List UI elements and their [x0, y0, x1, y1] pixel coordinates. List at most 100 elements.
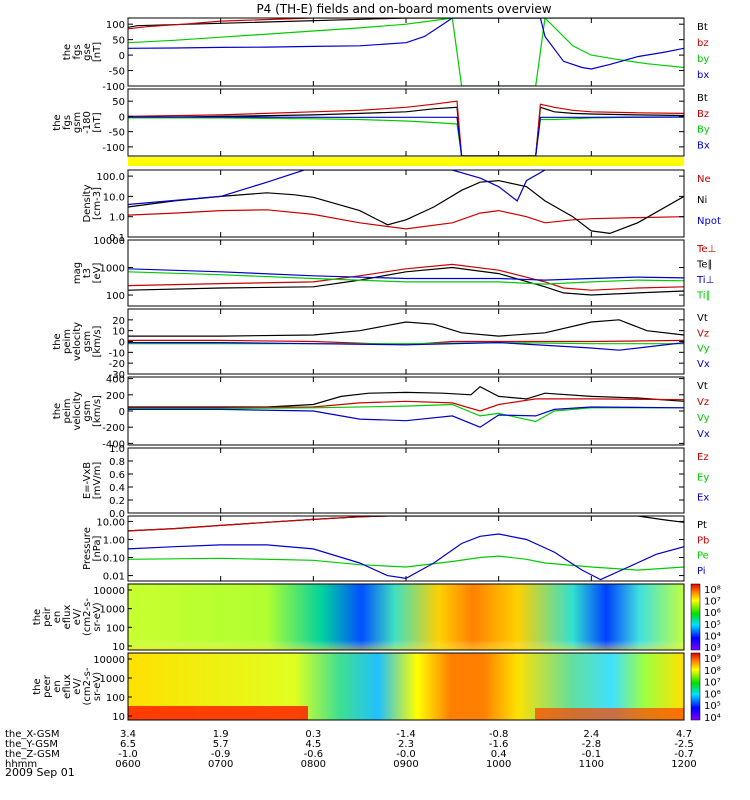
- ylabel-line: -180: [82, 111, 93, 134]
- ytick-label: 0: [119, 407, 125, 418]
- ylabel-line: gsm: [72, 112, 83, 133]
- series-Bz: [128, 100, 684, 156]
- series-Vy: [128, 403, 684, 423]
- ytick-label: -20: [109, 359, 125, 370]
- footer-value: -2.5: [674, 739, 694, 750]
- legend-Pe: Pe: [697, 551, 709, 562]
- spec-ylabel-line: en: [52, 611, 63, 624]
- ytick-label: 100.0: [96, 172, 125, 183]
- footer-value: -1.0: [118, 749, 138, 760]
- series-group: [128, 516, 684, 581]
- ylabel-line: fgs: [62, 115, 73, 130]
- ylabel-line: peim: [62, 398, 73, 423]
- legend-Ne: Ne: [697, 174, 711, 185]
- colorbar-label: 10⁸: [704, 666, 721, 677]
- ylabel-line: t3: [82, 268, 93, 278]
- spec-ylabel-line: peir: [42, 606, 53, 626]
- ytick-label: 0: [119, 338, 125, 349]
- series-bz: [128, 18, 434, 30]
- legend-Vz: Vz: [697, 397, 709, 408]
- ylabel-line: [km/s]: [92, 325, 103, 357]
- panel-frame: [127, 169, 685, 238]
- ylabel-line: the: [52, 114, 63, 130]
- ylabel-line: [cm-3]: [92, 187, 103, 220]
- series-Pe: [128, 555, 684, 571]
- colorbar-label: 10⁶: [704, 608, 721, 619]
- ylabel-line: the: [52, 333, 63, 349]
- ylabel-line: [nPa]: [92, 535, 103, 561]
- ytick-label: 0.0: [109, 509, 125, 520]
- ytick-label: 400: [106, 375, 125, 386]
- footer-value: 1000: [486, 759, 511, 770]
- panel-pressure: 10.00 1.00 0.10 0.01 Pressure [nPa] Pt Pb Pe Pi: [82, 515, 709, 583]
- legend-bz: bz: [697, 38, 709, 49]
- panel-temperature: 10000 1000 100 mag t3 [eV] Te⊥ Te∥ Ti⊥ Ti∥: [72, 236, 716, 307]
- legend-Bt: Bt: [697, 22, 708, 33]
- legend-Npot: Npot: [697, 216, 721, 227]
- series-by: [128, 18, 684, 86]
- footer-value: -0.0: [396, 749, 416, 760]
- ylabel-line: velocity: [72, 322, 83, 361]
- ylabel-line: the: [52, 403, 63, 419]
- ytick-label: 1.0: [109, 444, 125, 455]
- ylabel-line: [nT]: [92, 112, 103, 132]
- series-Vz: [128, 398, 684, 412]
- legend-Ey: Ey: [697, 472, 709, 483]
- spec-ylabel-line: (cm2-s-: [82, 667, 93, 705]
- series-group: [128, 385, 684, 428]
- ytick-label: 10: [112, 327, 125, 338]
- ylabel-line: mag: [72, 262, 83, 284]
- spec-ytick-label: 10: [112, 712, 125, 723]
- spec-ytick-label: 10000: [93, 655, 125, 666]
- panel-frame: [127, 17, 685, 87]
- panel-frame: [127, 88, 685, 157]
- colorbar-label: 10⁶: [704, 689, 721, 700]
- ytick-label: 1000: [100, 264, 125, 275]
- footer-row-name: the_Y-GSM: [5, 739, 58, 750]
- legend-Pb: Pb: [697, 535, 709, 546]
- footer-row-name: the_X-GSM: [5, 729, 59, 740]
- series-Bt: [128, 106, 684, 156]
- colorbar-label: 10⁴: [704, 713, 721, 724]
- ytick-label: -200: [102, 423, 125, 434]
- footer-value: 1200: [671, 759, 696, 770]
- series-Vt: [128, 385, 684, 408]
- series-Vx: [128, 341, 684, 351]
- footer-row-name: the_Z-GSM: [5, 749, 60, 760]
- legend-bx: bx: [697, 70, 709, 81]
- footer-value: -0.8: [489, 729, 509, 740]
- ytick-label: 10000: [93, 236, 125, 247]
- footer-value: 1.9: [213, 729, 229, 740]
- colorbar-label: 10⁵: [704, 620, 721, 631]
- footer-value: -0.1: [582, 749, 602, 760]
- series-Ti∥: [128, 271, 684, 285]
- colorbar-label: 10⁸: [704, 585, 721, 596]
- series-group: [128, 100, 684, 156]
- colorbar-label: 10⁷: [704, 678, 721, 689]
- footer-value: 0700: [208, 759, 233, 770]
- spec-ylabel-line: en: [52, 680, 63, 693]
- legend-Vx: Vx: [697, 359, 710, 370]
- ylabel-line: Pressure: [82, 527, 93, 570]
- series-group: [128, 18, 684, 86]
- ylabel-line: peim: [62, 329, 73, 354]
- ytick-label: -400: [102, 439, 125, 450]
- footer-value: -0.9: [211, 749, 231, 760]
- spec-ylabel-line: sr-eV): [92, 672, 103, 701]
- chart-title: P4 (TH-E) fields and on-board moments ov…: [256, 2, 551, 16]
- footer-value: 1100: [579, 759, 604, 770]
- ytick-label: -100: [102, 143, 125, 154]
- footer-value: -0.7: [674, 749, 694, 760]
- series-Te∥: [128, 266, 684, 296]
- footer-value: 2.4: [583, 729, 599, 740]
- date-label: 2009 Sep 01: [5, 766, 75, 779]
- colorbar-label: 10⁴: [704, 631, 721, 642]
- ylabel-line: [mV/m]: [92, 462, 103, 500]
- series-Vt: [128, 319, 684, 337]
- series-group: [128, 263, 684, 296]
- ytick-label: 0.10: [103, 554, 125, 565]
- footer-row-name: hhmm: [5, 759, 37, 770]
- legend-Bt: Bt: [697, 93, 708, 104]
- panel-frame: [127, 376, 685, 446]
